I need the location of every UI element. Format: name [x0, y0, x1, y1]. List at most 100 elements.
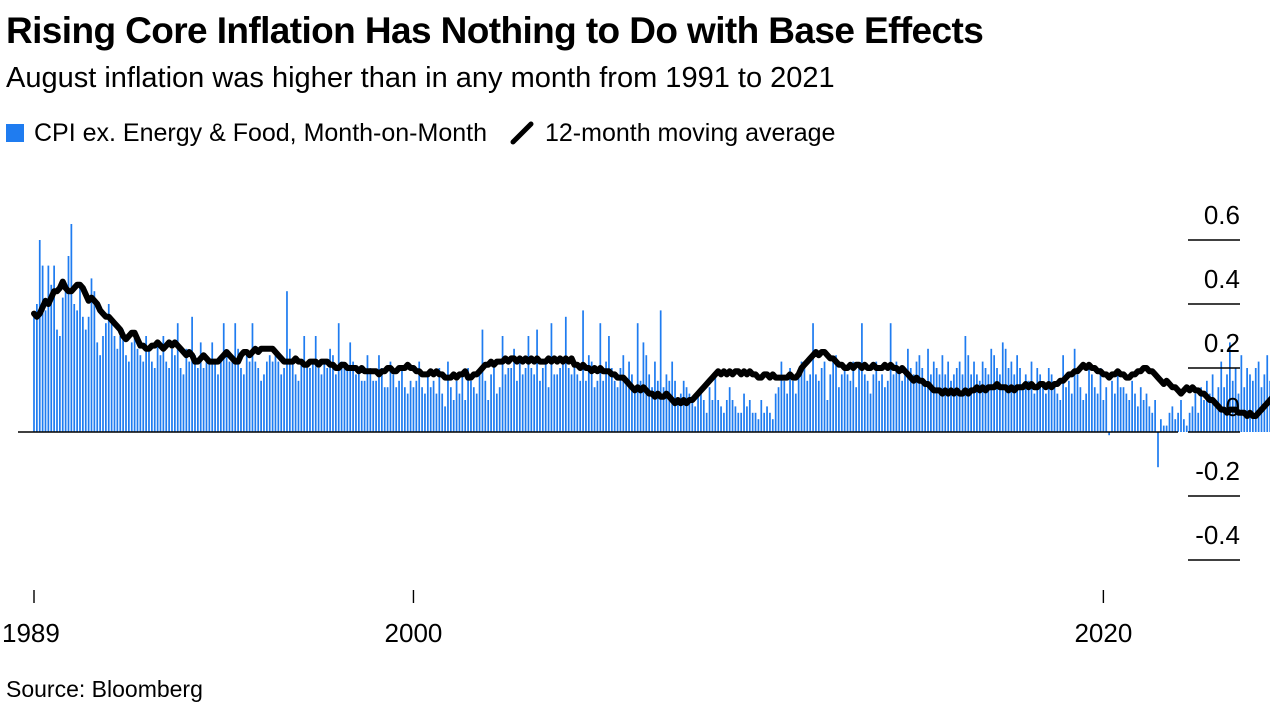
- bar: [196, 368, 199, 432]
- bar: [159, 355, 162, 432]
- legend-bar-swatch: [6, 124, 24, 142]
- bar: [809, 374, 812, 432]
- bar: [139, 355, 142, 432]
- bar: [993, 355, 995, 432]
- bar: [668, 380, 671, 432]
- bar: [277, 361, 280, 432]
- bar: [944, 374, 947, 432]
- bar: [950, 380, 952, 432]
- bar: [125, 355, 127, 432]
- bar: [297, 380, 300, 432]
- bar: [800, 361, 803, 432]
- bar: [340, 361, 343, 432]
- bar: [987, 374, 990, 432]
- y-axis-ticks: 0.6 0.4 0.2 0 -0.2 -0.4: [1188, 200, 1240, 561]
- bar: [794, 393, 797, 432]
- bar: [935, 368, 938, 432]
- bar: [444, 406, 446, 432]
- bar: [165, 361, 168, 432]
- bar: [1165, 425, 1168, 432]
- bar: [360, 380, 363, 432]
- bar: [1042, 387, 1044, 432]
- bar: [386, 387, 389, 432]
- source-note: Source: Bloomberg: [6, 676, 203, 702]
- bar: [682, 380, 685, 432]
- bar: [608, 336, 610, 432]
- bar: [1039, 374, 1041, 432]
- bar: [1082, 400, 1085, 432]
- bar: [544, 361, 547, 432]
- bar: [743, 393, 745, 432]
- bar: [1240, 355, 1243, 432]
- bar: [1033, 393, 1036, 432]
- bar: [855, 387, 858, 432]
- bar: [932, 361, 935, 432]
- bar: [915, 361, 918, 432]
- bar: [861, 323, 863, 432]
- bar: [947, 361, 950, 432]
- bar: [323, 361, 326, 432]
- bar: [613, 380, 616, 432]
- bar: [875, 361, 878, 432]
- line-layer: [31, 278, 1270, 419]
- bar: [406, 393, 409, 432]
- bar: [904, 374, 906, 432]
- bar: [294, 374, 297, 432]
- bar: [1177, 412, 1179, 432]
- bar: [188, 361, 191, 432]
- bar: [96, 342, 99, 432]
- bar: [892, 374, 895, 432]
- bar: [378, 355, 380, 432]
- bar: [1174, 419, 1177, 432]
- bar: [832, 361, 835, 432]
- bar: [884, 387, 886, 432]
- bar: [211, 342, 214, 432]
- bar: [237, 348, 239, 432]
- chart-subtitle: August inflation was higher than in any …: [6, 62, 835, 94]
- legend-line-swatch-icon: [510, 121, 534, 145]
- bar: [567, 368, 570, 432]
- bar: [481, 329, 484, 432]
- bar: [648, 374, 651, 432]
- bar: [182, 374, 185, 432]
- bar: [467, 368, 469, 432]
- bar: [955, 368, 958, 432]
- bar: [1062, 355, 1064, 432]
- x-axis-ticks: 1989 2000 2020: [2, 590, 1132, 648]
- bar: [777, 387, 780, 432]
- bar: [820, 368, 823, 432]
- bar: [766, 406, 768, 432]
- bar: [708, 387, 711, 432]
- bar: [214, 361, 216, 432]
- bar: [265, 361, 268, 432]
- bar: [815, 374, 817, 432]
- bar: [665, 374, 668, 432]
- bar: [792, 380, 794, 432]
- bar: [464, 400, 467, 432]
- bar: [579, 380, 582, 432]
- bar: [605, 361, 607, 432]
- bar: [878, 380, 881, 432]
- bar: [1099, 368, 1102, 432]
- bar: [1024, 374, 1027, 432]
- bar: [858, 368, 860, 432]
- bar: [208, 361, 211, 432]
- bar: [395, 387, 398, 432]
- bar: [1194, 393, 1197, 432]
- bar: [835, 355, 837, 432]
- bar: [240, 368, 242, 432]
- bar: [562, 361, 564, 432]
- bar: [274, 348, 277, 432]
- bar: [582, 310, 584, 432]
- bar: [306, 361, 308, 432]
- bar: [231, 361, 234, 432]
- bar: [1045, 393, 1047, 432]
- y-tick-label: 0.6: [1204, 200, 1240, 230]
- bar: [1073, 348, 1076, 432]
- bar: [47, 265, 50, 432]
- bar: [1122, 387, 1125, 432]
- bar: [953, 374, 955, 432]
- bar: [829, 374, 832, 432]
- bar: [116, 348, 119, 432]
- bar: [619, 368, 622, 432]
